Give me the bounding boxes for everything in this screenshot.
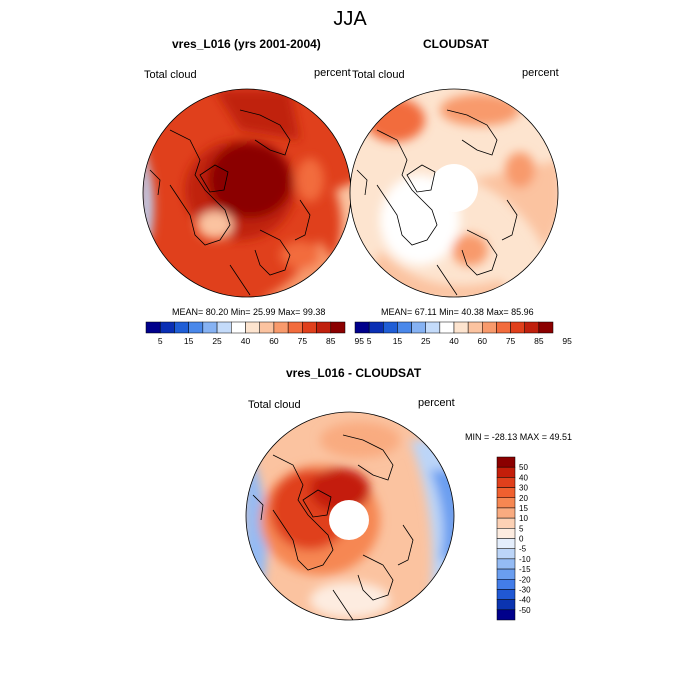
- colorbar-swatch: [453, 321, 469, 334]
- colorbar-tick-label: 75: [506, 336, 516, 346]
- map-obs: [350, 89, 558, 297]
- panel-stats-model: MEAN= 80.20 Min= 25.99 Max= 99.38: [172, 307, 326, 317]
- panel-units-obs: percent: [522, 67, 559, 79]
- colorbar-swatch: [425, 321, 441, 334]
- colorbar-tick-label: -10: [519, 555, 531, 564]
- colorbar-tick-label: -5: [519, 545, 527, 554]
- coastlines-obs: [356, 109, 518, 296]
- colorbar-tick-label: 30: [519, 484, 528, 493]
- colorbar-tick-label: 85: [326, 336, 336, 346]
- colorbar-swatch: [354, 321, 370, 334]
- colorbar-swatch: [439, 321, 455, 334]
- map-model: [143, 89, 351, 297]
- colorbar-tick-label: 50: [519, 463, 528, 472]
- panel-units-model: percent: [314, 67, 351, 79]
- colorbar-swatch: [496, 589, 516, 600]
- polar-hole-diff: [329, 500, 369, 540]
- colorbar-swatch: [467, 321, 483, 334]
- colorbar-swatch: [496, 568, 516, 580]
- colorbar-swatch: [145, 321, 161, 334]
- panel-title-diff: vres_L016 - CLOUDSAT: [286, 366, 422, 380]
- colorbar-swatch: [302, 321, 317, 334]
- colorbar-swatch: [496, 466, 516, 478]
- colorbar-swatch: [383, 321, 398, 334]
- panel-units-diff: percent: [418, 397, 455, 409]
- colorbar-swatch: [273, 321, 289, 334]
- colorbar-tick-label: 40: [519, 473, 528, 482]
- colorbar-tick-label: 95: [562, 336, 572, 346]
- colorbar-tick-label: 40: [449, 336, 459, 346]
- colorbar-tick-label: 60: [269, 336, 279, 346]
- colorbar-swatch: [368, 321, 384, 334]
- colorbar-tick-label: 0: [519, 535, 524, 544]
- panel-title-obs: CLOUDSAT: [423, 37, 489, 51]
- colorbar-model: 5 15 25 40 60 75 85 95: [145, 321, 364, 346]
- colorbar-tick-label: 25: [212, 336, 222, 346]
- colorbar-tick-label: 40: [241, 336, 251, 346]
- panel-stats-obs: MEAN= 67.11 Min= 40.38 Max= 85.96: [381, 307, 534, 317]
- coastlines-diff: [252, 434, 414, 620]
- colorbar-swatch: [538, 321, 554, 334]
- colorbar-swatch: [216, 321, 232, 334]
- colorbar-swatch: [245, 321, 260, 334]
- colorbar-obs: 5 15 25 40 60 75 85 95: [354, 321, 572, 346]
- colorbar-swatch: [496, 507, 516, 519]
- colorbar-tick-label: 10: [519, 514, 528, 523]
- colorbar-tick-label: 5: [367, 336, 372, 346]
- colorbar-swatch: [496, 477, 516, 488]
- coastlines-model: [149, 109, 311, 296]
- colorbar-swatch: [316, 321, 332, 334]
- colorbar-tick-label: 85: [534, 336, 544, 346]
- panel-left-label-model: Total cloud: [144, 69, 197, 81]
- colorbar-swatch: [482, 321, 497, 334]
- colorbar-tick-label: 20: [519, 494, 528, 503]
- colorbar-tick-label: 15: [184, 336, 194, 346]
- figure-title: JJA: [333, 8, 367, 30]
- colorbar-swatch: [231, 321, 246, 334]
- colorbar-tick-label: -40: [519, 596, 531, 605]
- colorbar-swatch: [411, 321, 426, 334]
- colorbar-swatch: [496, 487, 516, 498]
- colorbar-swatch: [397, 321, 412, 334]
- colorbar-swatch: [496, 579, 516, 590]
- polar-hole-obs: [430, 164, 478, 212]
- colorbar-tick-label: 5: [158, 336, 163, 346]
- colorbar-tick-label: 75: [298, 336, 308, 346]
- colorbar-swatch: [496, 517, 516, 529]
- colorbar-swatch: [188, 321, 204, 334]
- colorbar-swatch: [330, 321, 346, 334]
- panel-stats-diff: MIN = -28.13 MAX = 49.51: [465, 432, 573, 442]
- colorbar-swatch: [496, 599, 516, 611]
- colorbar-tick-label: -15: [519, 565, 531, 574]
- colorbar-swatch: [174, 321, 189, 334]
- colorbar-tick-label: 5: [519, 524, 524, 533]
- colorbar-swatch: [510, 321, 525, 334]
- colorbar-tick-label: 60: [478, 336, 488, 346]
- colorbar-tick-label: -50: [519, 606, 531, 615]
- colorbar-swatch: [524, 321, 540, 334]
- colorbar-tick-label: 15: [519, 504, 528, 513]
- colorbar-tick-label: -30: [519, 585, 531, 594]
- colorbar-tick-label: 15: [393, 336, 403, 346]
- colorbar-swatch: [259, 321, 275, 334]
- colorbar-tick-label: 95: [354, 336, 364, 346]
- colorbar-swatch: [496, 321, 511, 334]
- panel-title-model: vres_L016 (yrs 2001-2004): [172, 37, 321, 51]
- colorbar-swatch: [496, 528, 516, 539]
- colorbar-swatch: [496, 538, 516, 549]
- colorbar-swatch: [496, 548, 516, 560]
- colorbar-swatch: [496, 558, 516, 570]
- colorbar-swatch: [287, 321, 303, 334]
- panel-left-label-diff: Total cloud: [248, 399, 301, 411]
- colorbar-tick-label: -20: [519, 575, 531, 584]
- colorbar-swatch: [202, 321, 218, 334]
- colorbar-tick-label: 25: [421, 336, 431, 346]
- colorbar-swatch: [496, 497, 516, 509]
- panel-left-label-obs: Total cloud: [352, 69, 405, 81]
- colorbar-swatch: [496, 456, 516, 468]
- colorbar-swatch: [159, 321, 175, 334]
- colorbar-swatch: [496, 609, 516, 621]
